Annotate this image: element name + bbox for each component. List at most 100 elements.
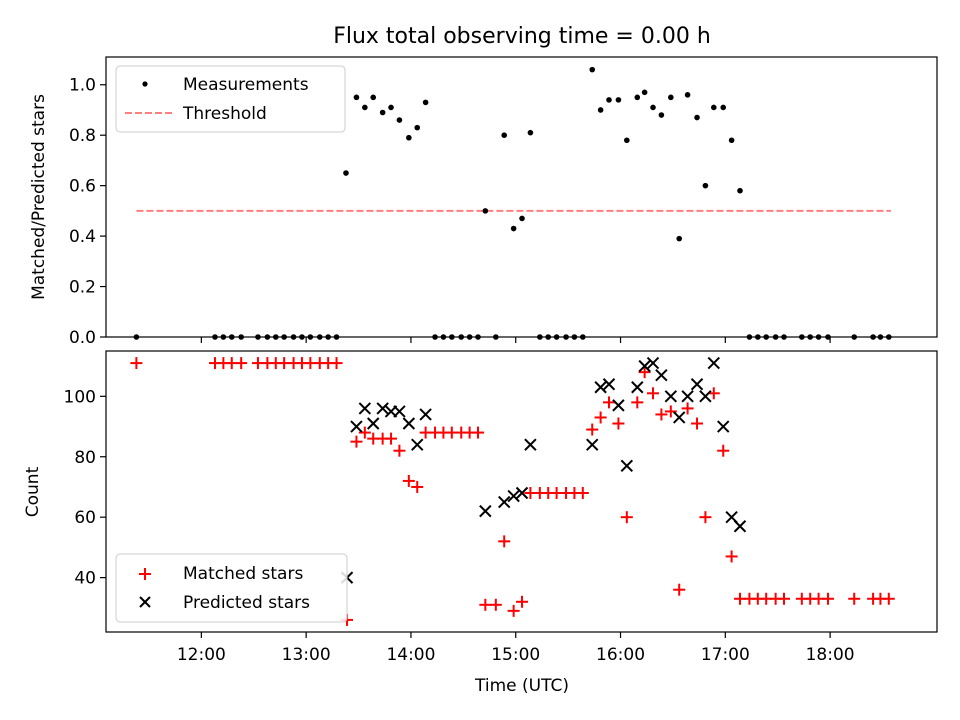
matched-stars-point [586,423,599,436]
ratio-panel: 0.0 0.2 0.4 0.6 0.8 1.0 Matched/Predicted sta… [29,56,938,348]
measurement-point [624,137,630,144]
measurement-point [343,170,349,176]
predicted-stars-point [699,390,712,403]
matched-stars-point [576,487,589,500]
legend-matched-label: Matched stars [183,564,303,584]
measurement-point [728,137,735,144]
legend-threshold-label: Threshold [182,104,267,124]
count-y-tick-label: 60 [74,508,96,528]
predicted-stars-point [498,495,511,509]
legend-matched-marker [139,568,151,580]
count-y-tick-label: 40 [74,569,96,589]
count-x-tick-label: 12:00 [177,645,226,665]
matched-stars-point [498,535,511,548]
matched-stars-point [647,387,660,400]
measurement-point [676,235,683,242]
predicted-stars-point [631,381,644,394]
matched-stars-point [594,411,607,424]
measurement-point [406,134,412,141]
predicted-stars-point [393,405,406,418]
matched-stars-point [822,592,835,605]
predicted-stars-point [673,411,686,424]
predicted-stars-point [524,438,537,451]
chart-title: Flux total observing time = 0.00 h [333,24,711,49]
ratio-y-tick-label: 0.8 [69,126,96,146]
measurement-point [519,215,525,222]
matched-stars-point [350,435,363,448]
matched-stars-point [699,511,712,524]
measurement-point [668,94,674,101]
measurement-point [527,129,534,136]
count-x-tick-label: 16:00 [596,645,645,665]
measurement-point [353,94,360,101]
matched-stars-point [402,474,415,487]
measurement-point [641,89,648,96]
matched-stars-point [507,604,520,617]
predicted-stars-point [681,390,694,403]
matched-stars-point [603,396,616,409]
legend-measurements-label: Measurements [183,75,309,95]
measurement-point [720,104,727,111]
matched-stars-point [385,432,398,445]
matched-stars-point [235,357,248,370]
matched-stars-point [725,550,738,563]
predicted-stars-point [620,459,634,473]
predicted-stars-point [479,504,492,518]
matched-stars-point [638,366,651,379]
predicted-stars-point [411,438,424,451]
legend-predicted-label: Predicted stars [183,593,310,613]
ratio-plot-area: 0.0 0.2 0.4 0.6 0.8 1.0 [69,66,892,348]
measurement-point [422,99,429,106]
predicted-stars-point [612,399,625,412]
matched-stars-point [655,408,668,421]
ratio-axes-frame [105,56,938,338]
predicted-stars-point [402,417,416,430]
measurement-point [634,94,641,101]
count-legend: Matched stars Predicted stars [115,553,348,623]
measurement-point [414,124,421,131]
matched-stars-point [489,598,502,611]
predicted-stars-point [507,489,520,503]
legend-measurements-marker [142,81,148,87]
matched-stars-point [479,598,492,611]
matched-stars-point [393,444,406,457]
measurement-point [710,104,717,111]
measurement-point [597,107,604,113]
x-axis-label: Time (UTC) [474,676,569,696]
measurement-point [482,208,489,214]
legend-predicted-marker [139,596,151,608]
matched-stars-point [717,444,730,457]
predicted-stars-point [350,420,363,433]
measurement-point [510,225,517,232]
count-panel: 40 60 80 100 12:00 13:00 14:00 15:00 16:00 17:00 1… [23,350,938,696]
measurement-point [658,112,665,118]
predicted-stars-point [594,381,607,394]
count-y-tick-label: 80 [74,448,96,468]
predicted-stars-point [419,408,432,421]
measurement-point [615,97,622,103]
matched-stars-point [516,595,529,608]
ratio-y-tick-label: 0.4 [69,227,96,247]
measurement-point [362,104,368,111]
matched-stars-point [472,426,485,439]
measurement-point [684,92,691,98]
measurement-point [694,114,700,121]
measurement-point [606,97,612,103]
ratio-y-tick-label: 0.0 [69,328,96,348]
ratio-y-axis-label: Matched/Predicted stars [29,94,49,300]
count-x-tick-label: 13:00 [282,645,331,665]
predicted-stars-point [586,438,599,451]
measurement-point [379,109,386,116]
matched-stars-point [130,357,143,370]
measurement-point [370,94,377,101]
matched-stars-point [882,592,895,605]
measurement-point [702,182,709,189]
matched-stars-point [620,511,633,524]
matched-stars-point [778,592,791,605]
ratio-legend: Measurements Threshold [115,65,346,133]
predicted-stars-point [602,378,616,391]
predicted-stars-point [707,356,721,370]
predicted-stars-point [717,420,730,433]
predicted-stars-point [646,356,660,370]
count-axes-frame [105,350,938,633]
